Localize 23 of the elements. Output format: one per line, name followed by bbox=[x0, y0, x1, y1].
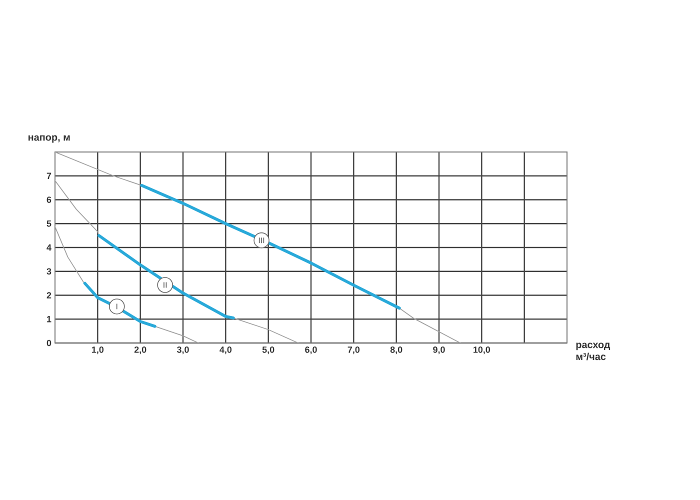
x-tick-label: 7,0 bbox=[348, 346, 360, 354]
y-tick-label: 1 bbox=[47, 316, 52, 322]
x-tick-label: 4,0 bbox=[220, 346, 232, 354]
x-axis-title: расход м³/час bbox=[576, 342, 610, 360]
x-tick-label: 8,0 bbox=[390, 346, 402, 354]
y-tick-label: 5 bbox=[46, 220, 52, 227]
line-series bbox=[83, 282, 156, 328]
x-tick-label: 10,0 bbox=[474, 346, 490, 354]
x-tick-label: 2,0 bbox=[134, 346, 146, 354]
x-tick-label: 1,0 bbox=[92, 346, 104, 354]
line-series bbox=[140, 184, 401, 310]
x-tick-label: 9,0 bbox=[433, 346, 445, 354]
y-tick-label: 7 bbox=[46, 172, 52, 179]
y-tick-label: 4 bbox=[46, 244, 52, 251]
y-axis-title: напор, м bbox=[28, 135, 70, 143]
y-tick-label: 3 bbox=[46, 268, 52, 275]
y-tick-label: 0 bbox=[46, 340, 52, 346]
x-tick-label: 3,0 bbox=[176, 346, 189, 354]
y-tick-label: 6 bbox=[46, 196, 52, 203]
x-tick-label: 6,0 bbox=[305, 346, 317, 354]
y-tick-label: 2 bbox=[46, 292, 52, 298]
line-series bbox=[97, 234, 235, 320]
x-tick-label: 5,0 bbox=[262, 346, 274, 354]
